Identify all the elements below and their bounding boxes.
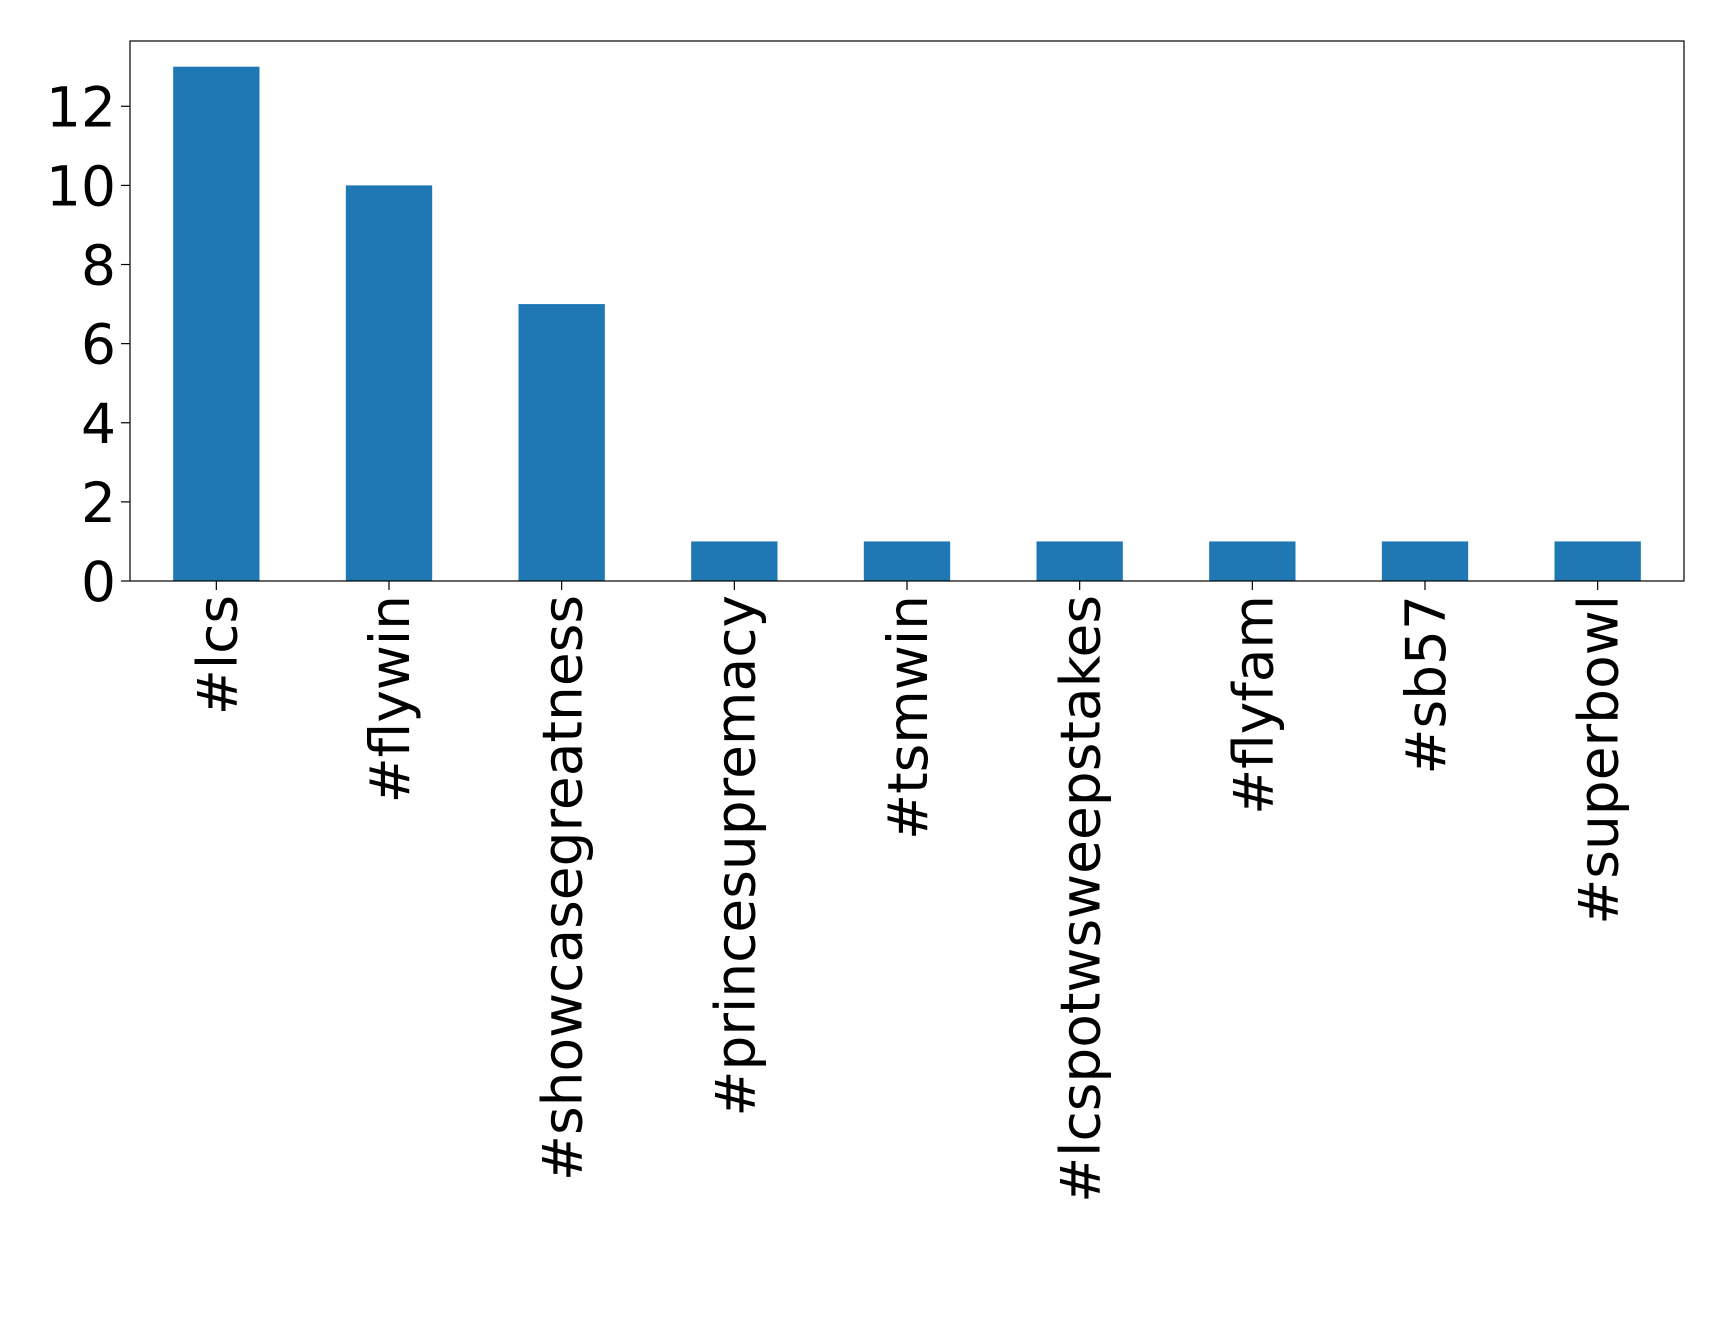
y-tick-label: 12 [46, 75, 116, 139]
bar [173, 66, 260, 581]
bar [518, 304, 605, 581]
x-tick-label: #princesupremacy [703, 595, 767, 1117]
y-tick-label: 6 [81, 313, 116, 377]
bar [345, 185, 433, 581]
x-tick-label: #flywin [358, 595, 422, 803]
y-tick-label: 10 [46, 154, 116, 218]
bar [863, 541, 951, 581]
bar [1554, 541, 1641, 581]
x-tick-label: #lcspotwsweepstakes [1049, 595, 1113, 1203]
x-tick-label: #lcs [185, 595, 249, 715]
x-tick-label: #tsmwin [876, 595, 940, 840]
bar [1036, 541, 1123, 581]
x-tick-label: #superbowl [1567, 595, 1631, 925]
x-tick-label: #flyfam [1221, 595, 1285, 815]
x-tick-label: #showcasegreatness [531, 595, 595, 1181]
y-tick-label: 2 [81, 471, 116, 535]
plot-frame [129, 40, 1685, 582]
bar [691, 541, 778, 581]
y-tick-label: 8 [81, 234, 116, 298]
x-tick-label: #sb57 [1394, 595, 1458, 775]
bar [1381, 541, 1469, 581]
y-tick-label: 0 [81, 550, 116, 614]
y-tick-label: 4 [81, 392, 116, 456]
bar [1209, 541, 1296, 581]
